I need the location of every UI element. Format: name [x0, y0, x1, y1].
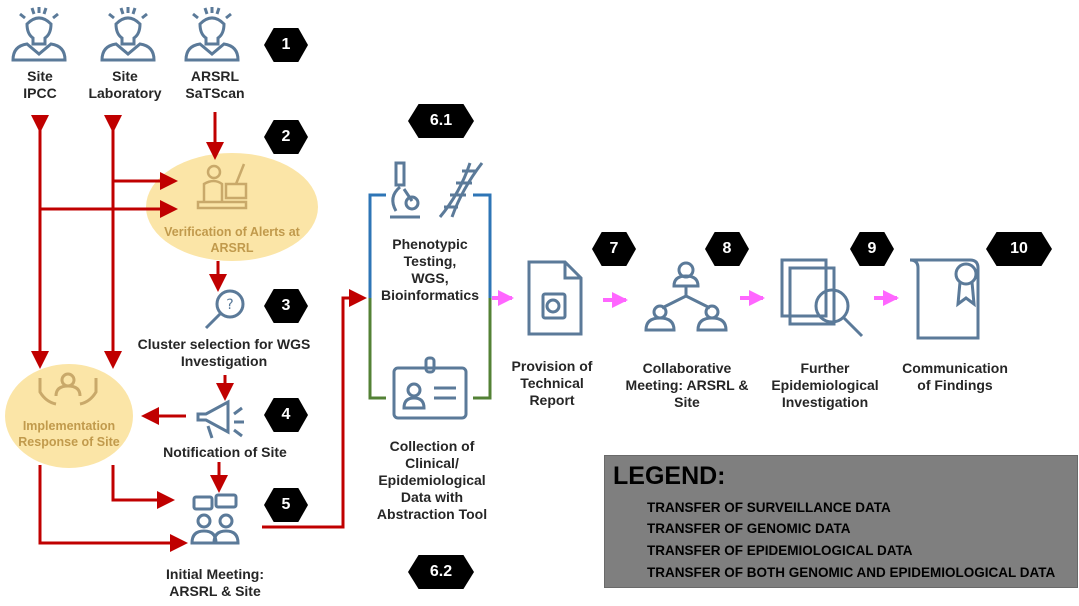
collection-label: Collection of Clinical/ Epidemiological … [370, 438, 494, 523]
further-line-2: Epidemiological [771, 377, 879, 393]
ipcc-person-icon [11, 7, 67, 62]
provision-line-3: Report [529, 392, 575, 408]
legend-title: LEGEND: [613, 462, 726, 490]
further-line-1: Further [800, 360, 850, 376]
step-badge-1: 1 [264, 28, 308, 62]
implementation-label: Implementation Response of Site [14, 418, 124, 450]
combined-data-arrows [492, 290, 899, 308]
notification-label: Notification of Site [163, 444, 287, 460]
site-ipcc-line-1: Site [27, 68, 53, 84]
legend-item-label: TRANSFER OF GENOMIC DATA [647, 521, 851, 536]
implementation-line-2: Response of Site [18, 435, 120, 449]
collaborative-line-2: Meeting: ARSRL & [625, 377, 749, 393]
communication-label: Communication of Findings [898, 360, 1012, 394]
implementation-highlight [5, 364, 133, 468]
legend-box: LEGEND: TRANSFER OF SURVEILLANCE DATA TR… [604, 455, 1078, 588]
laboratory-person-icon [100, 7, 156, 62]
phenotypic-line-4: Bioinformatics [380, 287, 479, 303]
cluster-magnifier-icon: ? [204, 289, 245, 330]
cluster-selection-line-2: Investigation [180, 353, 268, 369]
microscope-dna-icon [390, 161, 484, 219]
implementation-hands-icon [38, 372, 98, 406]
step-badge-8: 8 [705, 232, 749, 266]
verification-label: Verification of Alerts at ARSRL [156, 224, 308, 256]
epidemiological-bracket [368, 298, 492, 400]
phenotypic-label: Phenotypic Testing, WGS, Bioinformatics [372, 236, 488, 304]
initial-meeting-line-2: ARSRL & Site [169, 583, 261, 599]
arsrl-satscan-label: ARSRL SaTScan [182, 68, 248, 102]
step-badge-2: 2 [264, 120, 308, 154]
svg-text:?: ? [226, 297, 233, 313]
site-ipcc-line-2: IPCC [23, 85, 57, 101]
verification-desk-icon [196, 163, 248, 210]
phenotypic-line-1: Phenotypic [392, 236, 468, 252]
step-badge-5: 5 [264, 488, 308, 522]
step-badge-3: 3 [264, 289, 308, 323]
legend-item-epidemiological: TRANSFER OF EPIDEMIOLOGICAL DATA [605, 542, 1079, 562]
step-badge-6-2: 6.2 [408, 555, 474, 589]
collection-line-3: Epidemiological [378, 472, 486, 488]
provision-line-2: Technical [520, 375, 584, 391]
step-badge-9: 9 [850, 232, 894, 266]
arsrl-person-icon [184, 7, 240, 62]
legend-item-surveillance: TRANSFER OF SURVEILLANCE DATA [605, 499, 1079, 519]
certificate-icon [909, 258, 980, 340]
surveillance-connectors [31, 112, 367, 552]
collection-line-4: Data with [400, 489, 464, 505]
report-file-icon [527, 260, 583, 336]
initial-meeting-icon [190, 493, 240, 545]
step-badge-10: 10 [986, 232, 1052, 266]
genomic-bracket [368, 193, 492, 298]
phenotypic-line-2: Testing, [403, 253, 457, 269]
communication-line-1: Communication [902, 360, 1008, 376]
collection-line-5: Abstraction Tool [376, 506, 488, 522]
arsrl-satscan-line-1: ARSRL [190, 68, 240, 84]
further-investigation-label: Further Epidemiological Investigation [766, 360, 884, 411]
collaborative-line-1: Collaborative [642, 360, 732, 376]
provision-label: Provision of Technical Report [506, 358, 598, 409]
further-line-3: Investigation [781, 394, 869, 410]
step-badge-7: 7 [592, 232, 636, 266]
site-laboratory-label: Site Laboratory [84, 68, 166, 102]
legend-item-label: TRANSFER OF EPIDEMIOLOGICAL DATA [647, 543, 913, 558]
legend-item-genomic: TRANSFER OF GENOMIC DATA [605, 520, 1079, 540]
collection-line-1: Collection of [389, 438, 475, 454]
collaborative-label: Collaborative Meeting: ARSRL & Site [620, 360, 754, 411]
legend-item-label: TRANSFER OF BOTH GENOMIC AND EPIDEMIOLOG… [647, 565, 1056, 580]
collaborative-line-3: Site [674, 394, 700, 410]
notification-megaphone-icon [196, 399, 244, 439]
initial-meeting-label: Initial Meeting: ARSRL & Site [150, 566, 280, 600]
step-badge-6-1: 6.1 [408, 104, 474, 138]
verification-line-1: Verification of Alerts at [164, 225, 300, 239]
investigation-magnifier-icon [780, 258, 864, 338]
collection-line-2: Clinical/ [405, 455, 459, 471]
implementation-line-1: Implementation [22, 419, 116, 433]
legend-item-label: TRANSFER OF SURVEILLANCE DATA [647, 500, 891, 515]
initial-meeting-line-1: Initial Meeting: [166, 566, 264, 582]
legend-item-both: TRANSFER OF BOTH GENOMIC AND EPIDEMIOLOG… [605, 564, 1079, 584]
phenotypic-line-3: WGS, [411, 270, 449, 286]
collaborative-network-icon [644, 261, 728, 332]
arsrl-satscan-line-2: SaTScan [185, 85, 245, 101]
site-ipcc-label: Site IPCC [18, 68, 62, 102]
verification-line-2: ARSRL [210, 241, 254, 255]
provision-line-1: Provision of [511, 358, 593, 374]
site-laboratory-line-1: Site [112, 68, 138, 84]
id-badge-icon [392, 356, 468, 420]
cluster-selection-line-1: Cluster selection for WGS [137, 336, 311, 352]
step-badge-4: 4 [264, 398, 308, 432]
communication-line-2: of Findings [917, 377, 993, 393]
cluster-selection-label: Cluster selection for WGS Investigation [130, 336, 318, 370]
site-laboratory-line-2: Laboratory [88, 85, 162, 101]
